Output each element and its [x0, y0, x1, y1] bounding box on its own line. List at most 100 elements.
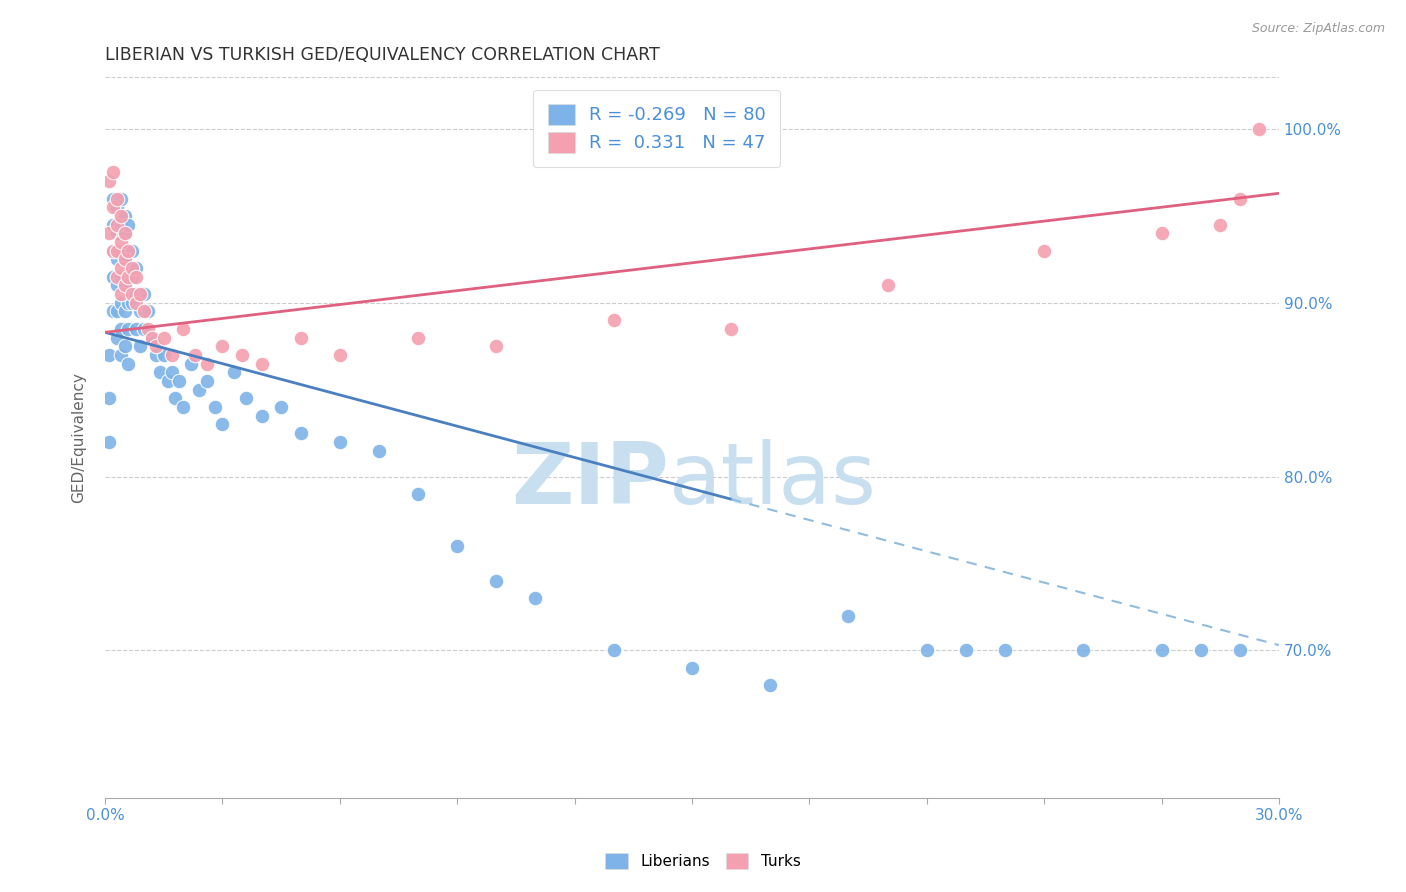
Text: ZIP: ZIP [510, 439, 668, 522]
Point [105, 244, 128, 258]
Point [1033, 244, 1056, 258]
Point [720, 322, 742, 336]
Point [270, 400, 292, 414]
Point [145, 348, 167, 362]
Point [290, 330, 312, 344]
Point [1071, 643, 1094, 657]
Point [97, 434, 120, 449]
Point [152, 330, 174, 344]
Point [681, 661, 703, 675]
Point [110, 295, 132, 310]
Point [101, 218, 124, 232]
Point [145, 339, 167, 353]
Point [105, 218, 128, 232]
Point [117, 218, 139, 232]
Point [1189, 643, 1212, 657]
Point [125, 295, 148, 310]
Point [114, 252, 136, 267]
Point [125, 287, 148, 301]
Point [250, 357, 273, 371]
Point [329, 434, 352, 449]
Point [101, 200, 124, 214]
Point [114, 278, 136, 293]
Point [117, 244, 139, 258]
Point [329, 348, 352, 362]
Point [994, 643, 1017, 657]
Point [837, 608, 859, 623]
Point [125, 322, 148, 336]
Point [105, 269, 128, 284]
Point [211, 417, 233, 432]
Point [231, 348, 253, 362]
Point [224, 365, 246, 379]
Point [117, 322, 139, 336]
Point [105, 252, 128, 267]
Point [114, 339, 136, 353]
Point [117, 357, 139, 371]
Point [290, 426, 312, 441]
Point [101, 269, 124, 284]
Point [110, 287, 132, 301]
Text: LIBERIAN VS TURKISH GED/EQUIVALENCY CORRELATION CHART: LIBERIAN VS TURKISH GED/EQUIVALENCY CORR… [105, 46, 659, 64]
Point [105, 304, 128, 318]
Point [141, 330, 163, 344]
Point [759, 678, 782, 692]
Point [195, 357, 218, 371]
Point [97, 348, 120, 362]
Point [117, 269, 139, 284]
Point [172, 400, 194, 414]
Point [101, 165, 124, 179]
Point [110, 260, 132, 275]
Point [184, 348, 207, 362]
Point [602, 313, 624, 327]
Point [1229, 192, 1251, 206]
Point [105, 278, 128, 293]
Point [117, 244, 139, 258]
Point [250, 409, 273, 423]
Point [485, 339, 508, 353]
Point [1150, 227, 1173, 241]
Point [876, 278, 898, 293]
Point [101, 244, 124, 258]
Point [406, 330, 429, 344]
Point [156, 374, 179, 388]
Point [195, 374, 218, 388]
Point [105, 192, 128, 206]
Point [114, 227, 136, 241]
Point [114, 252, 136, 267]
Point [129, 339, 152, 353]
Point [105, 330, 128, 344]
Point [129, 287, 152, 301]
Point [117, 269, 139, 284]
Point [101, 192, 124, 206]
Point [97, 392, 120, 406]
Point [110, 269, 132, 284]
Point [1150, 643, 1173, 657]
Point [524, 591, 547, 606]
Legend: R = -0.269   N = 80, R =  0.331   N = 47: R = -0.269 N = 80, R = 0.331 N = 47 [533, 89, 780, 168]
Point [160, 348, 183, 362]
Point [149, 365, 172, 379]
Point [121, 295, 143, 310]
Point [204, 400, 226, 414]
Point [110, 192, 132, 206]
Point [110, 218, 132, 232]
Point [134, 304, 156, 318]
Point [152, 348, 174, 362]
Point [114, 209, 136, 223]
Point [117, 295, 139, 310]
Point [136, 304, 159, 318]
Point [485, 574, 508, 588]
Point [134, 287, 156, 301]
Point [121, 244, 143, 258]
Point [101, 244, 124, 258]
Point [114, 227, 136, 241]
Point [125, 260, 148, 275]
Point [211, 339, 233, 353]
Point [105, 200, 128, 214]
Point [165, 392, 187, 406]
Point [129, 304, 152, 318]
Point [114, 278, 136, 293]
Point [446, 539, 468, 553]
Point [121, 287, 143, 301]
